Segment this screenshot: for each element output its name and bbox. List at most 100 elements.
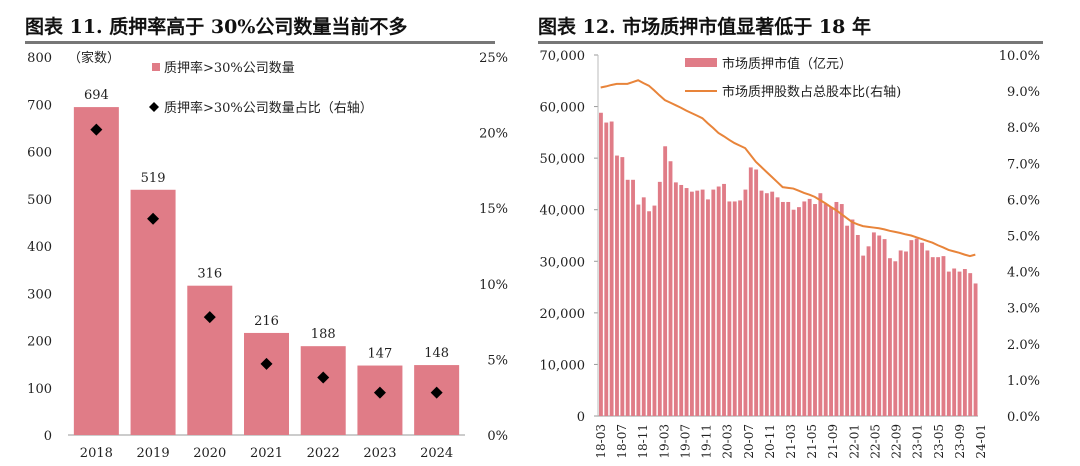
left-y-tick-label: 100: [27, 382, 52, 397]
right-bar: [882, 239, 887, 416]
left-y2-tick-label: 15%: [479, 202, 508, 217]
right-bar: [647, 211, 652, 416]
left-bar-data-label: 519: [141, 171, 166, 186]
right-chart-title: 图表 12. 市场质押市值显著低于 18 年: [538, 16, 871, 38]
left-y2-tick-label: 20%: [479, 127, 508, 142]
right-y-tick-label: 30,000: [540, 255, 586, 270]
left-bar: [414, 365, 460, 435]
left-bar-data-label: 694: [84, 88, 109, 103]
right-bar: [946, 271, 951, 416]
right-bar: [711, 189, 716, 416]
right-x-tick-label: 18-07: [615, 424, 629, 459]
left-ratio-marker: [90, 123, 103, 136]
right-bar: [764, 193, 769, 416]
right-bar: [684, 188, 689, 416]
right-bar: [914, 238, 919, 416]
right-y2-tick-label: 2.0%: [1007, 338, 1040, 353]
left-x-tick-label: 2022: [307, 446, 340, 461]
right-y2-tick-label: 0.0%: [1007, 410, 1040, 425]
right-bar: [871, 232, 876, 416]
right-bar: [829, 207, 833, 416]
left-y2-tick-label: 25%: [479, 51, 508, 66]
right-x-tick-label: 21-03: [784, 424, 798, 459]
right-bar: [636, 204, 641, 416]
left-legend-marker-swatch: [149, 102, 159, 112]
right-bar: [920, 242, 924, 416]
left-bar-data-label: 316: [197, 267, 222, 282]
right-x-tick-label: 23-05: [932, 424, 946, 459]
right-bar: [904, 251, 908, 416]
right-bar: [877, 235, 882, 416]
left-y-tick-label: 700: [27, 98, 52, 113]
right-bar: [818, 193, 823, 416]
right-bar: [663, 146, 668, 416]
left-y-tick-label: 800: [27, 51, 52, 66]
left-bar: [187, 285, 233, 435]
left-legend-bar-swatch: [152, 63, 160, 71]
right-bar: [657, 181, 662, 416]
right-bar: [962, 269, 967, 416]
right-ratio-line: [600, 79, 976, 258]
right-x-tick-label: 23-01: [911, 424, 925, 459]
right-bar: [652, 205, 657, 416]
right-bar: [727, 201, 732, 416]
right-x-tick-label: 22-09: [890, 424, 904, 459]
right-x-tick-label: 22-05: [868, 424, 882, 459]
right-bar: [839, 204, 844, 416]
right-bar: [754, 169, 759, 416]
right-y-tick-label: 70,000: [540, 49, 586, 64]
left-y-tick-label: 200: [27, 335, 52, 350]
left-ratio-marker: [430, 386, 443, 399]
right-bar: [893, 261, 898, 416]
right-x-tick-label: 20-11: [763, 424, 777, 459]
left-ratio-marker: [317, 371, 330, 384]
left-y2-tick-label: 0%: [487, 429, 508, 444]
left-ratio-marker: [203, 311, 216, 324]
left-y2-tick-label: 10%: [479, 278, 508, 293]
left-y-tick-label: 300: [27, 287, 52, 302]
right-bar: [941, 256, 946, 416]
right-y-tick-label: 0: [577, 410, 585, 425]
right-y2-tick-label: 5.0%: [1007, 230, 1040, 245]
left-y-tick-label: 600: [27, 146, 52, 161]
right-x-tick-label: 24-01: [974, 424, 988, 459]
left-bar: [130, 189, 176, 435]
right-bar: [695, 190, 700, 416]
right-bar: [861, 255, 866, 416]
right-bar: [957, 271, 962, 416]
right-bar: [866, 246, 871, 416]
right-x-tick-label: 21-05: [805, 424, 819, 459]
right-bar: [625, 179, 630, 416]
right-bar: [850, 219, 855, 416]
right-bar: [604, 122, 609, 417]
right-bar: [673, 182, 678, 416]
right-y2-tick-label: 3.0%: [1007, 302, 1040, 317]
left-ratio-marker: [260, 357, 273, 370]
left-bar: [244, 332, 289, 435]
right-title-rule: [538, 41, 1043, 44]
right-y2-tick-label: 1.0%: [1007, 374, 1040, 389]
left-legend-bar-label: 质押率>30%公司数量: [164, 60, 295, 76]
right-bar: [930, 257, 935, 416]
right-bar: [791, 209, 796, 416]
right-bar: [936, 257, 941, 416]
right-bar: [748, 167, 753, 416]
right-bar: [909, 240, 914, 416]
left-bar: [300, 346, 346, 435]
right-bar: [620, 157, 625, 416]
right-y2-tick-label: 8.0%: [1007, 121, 1040, 136]
right-y2-tick-label: 6.0%: [1007, 193, 1040, 208]
left-y-tick-label: 400: [27, 240, 52, 255]
left-bar: [357, 365, 403, 435]
left-x-tick-label: 2023: [363, 446, 396, 461]
left-x-tick-label: 2024: [420, 446, 453, 461]
right-bar: [689, 191, 694, 416]
right-y-tick-label: 20,000: [540, 307, 586, 322]
right-bar: [743, 189, 748, 416]
right-bar: [786, 201, 791, 416]
right-bar: [668, 161, 673, 416]
right-x-tick-label: 18-11: [636, 424, 650, 459]
right-x-tick-label: 19-11: [700, 424, 714, 459]
right-x-tick-label: 19-07: [678, 424, 692, 459]
